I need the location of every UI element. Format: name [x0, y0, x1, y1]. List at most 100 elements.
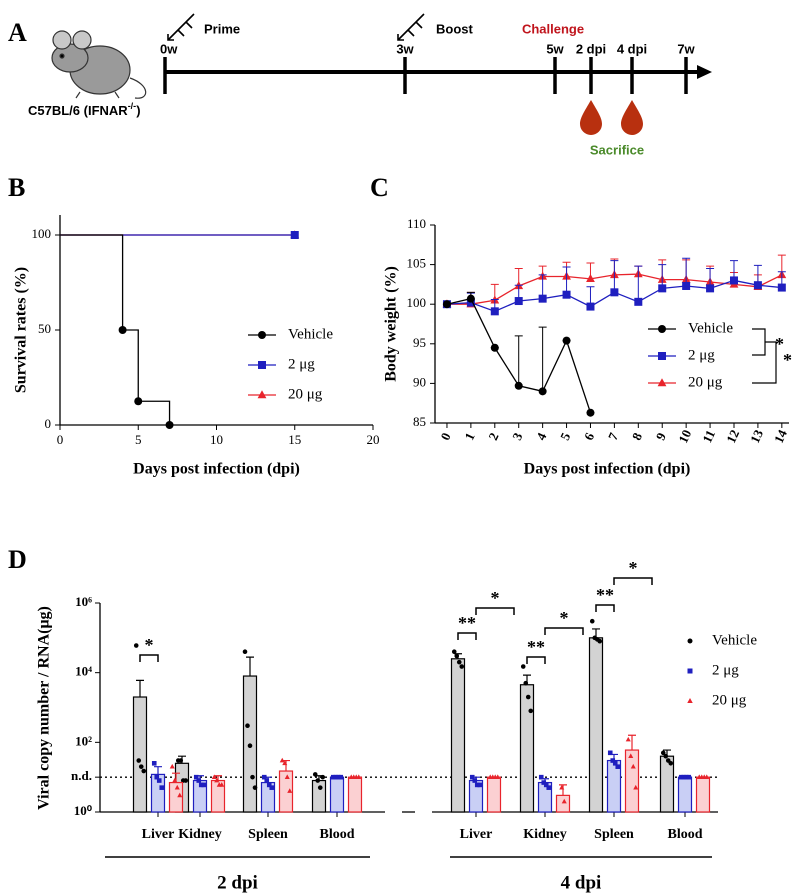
marker	[198, 782, 204, 788]
significance-label: *	[145, 635, 154, 655]
x-tick-label: Kidney	[523, 827, 567, 842]
error-bar	[610, 260, 619, 293]
error-bar	[514, 335, 523, 386]
bar	[450, 658, 466, 813]
marker	[459, 664, 465, 669]
marker	[683, 774, 689, 780]
marker	[490, 343, 499, 352]
tick-label: 0	[437, 430, 453, 442]
marker	[633, 784, 639, 790]
marker	[258, 331, 266, 339]
marker	[284, 774, 290, 780]
error-bar	[154, 766, 162, 775]
tick-label: 50	[38, 321, 51, 336]
significance-label: *	[560, 608, 569, 628]
marker	[538, 294, 547, 303]
marker	[287, 788, 293, 793]
tick-label: 95	[413, 335, 426, 350]
legend-label: Vehicle	[288, 326, 333, 342]
group-label: 2 dpi	[217, 872, 258, 893]
bar	[132, 696, 148, 813]
significance-bracket	[457, 632, 477, 640]
syringe-icon	[167, 13, 425, 41]
timeline-tick-label: 2 dpi	[576, 41, 606, 56]
marker	[250, 774, 255, 780]
tick-label: 100	[32, 226, 52, 241]
timeline-tick-label: 7w	[677, 41, 695, 56]
marker	[495, 774, 501, 780]
strain-label: C57BL/6 (IFNAR-/-)	[28, 101, 141, 118]
tick-label: 14	[771, 427, 790, 446]
tick-label: 10⁶	[75, 594, 92, 609]
x-tick-label: Liver	[460, 827, 493, 842]
marker	[477, 782, 483, 788]
marker	[317, 785, 323, 790]
x-tick-label: Spleen	[248, 827, 288, 842]
y-axis-title: Viral copy number / RNA(μg)	[36, 606, 53, 810]
tick-label: 0	[57, 432, 64, 447]
marker	[312, 772, 318, 777]
marker	[561, 798, 567, 804]
marker	[538, 774, 544, 780]
marker	[729, 276, 738, 285]
x-tick-label: Liver	[142, 827, 175, 842]
bar	[347, 776, 363, 813]
bar	[555, 794, 571, 813]
marker	[668, 761, 674, 766]
challenge-label: Challenge	[522, 21, 584, 36]
tick-label: 100	[407, 295, 427, 310]
marker	[159, 785, 165, 790]
marker	[193, 774, 199, 780]
marker	[634, 297, 643, 306]
x-axis-title: Days post infection (dpi)	[133, 461, 300, 478]
series-line	[60, 234, 171, 425]
marker	[169, 763, 175, 769]
marker	[290, 231, 299, 239]
marker	[706, 284, 715, 293]
marker	[466, 294, 475, 303]
marker	[607, 750, 613, 756]
significance-label: **	[596, 585, 614, 605]
marker	[586, 408, 595, 417]
tick-label: 1	[461, 430, 477, 442]
significance-bracket	[526, 656, 546, 664]
panel-label: C	[370, 173, 389, 202]
marker	[777, 283, 786, 292]
x-tick-label: Blood	[667, 827, 702, 842]
panel-label: D	[8, 545, 27, 574]
legend-label: 20 μg	[288, 386, 323, 402]
significance-bracket	[544, 627, 584, 635]
strain-sup: -/-	[128, 101, 137, 111]
tick-label: 85	[413, 414, 426, 429]
bar	[168, 781, 184, 813]
tick-label: 2	[485, 430, 501, 442]
marker	[247, 743, 253, 749]
marker	[141, 768, 147, 774]
marker	[320, 774, 326, 780]
marker	[657, 378, 667, 387]
legend-label: 20 μg	[712, 692, 747, 708]
marker	[279, 757, 285, 763]
mouse-icon	[51, 30, 147, 99]
marker	[753, 281, 762, 290]
timeline-arrow	[697, 65, 712, 79]
marker	[514, 297, 523, 306]
marker	[658, 284, 667, 293]
marker	[211, 774, 217, 780]
marker	[686, 774, 692, 780]
marker	[183, 778, 189, 783]
bar	[311, 779, 327, 813]
x-tick-label: Kidney	[178, 827, 222, 842]
error-bar	[634, 265, 643, 302]
marker	[335, 774, 341, 780]
significance-bracket	[139, 654, 159, 662]
marker	[154, 774, 160, 780]
marker	[134, 397, 143, 406]
legend-label: 20 μg	[688, 374, 723, 390]
marker	[151, 761, 157, 766]
marker	[658, 325, 666, 333]
marker	[628, 753, 634, 759]
y-axis-title: Survival rates (%)	[13, 267, 30, 393]
tick-label: 10	[675, 427, 694, 445]
